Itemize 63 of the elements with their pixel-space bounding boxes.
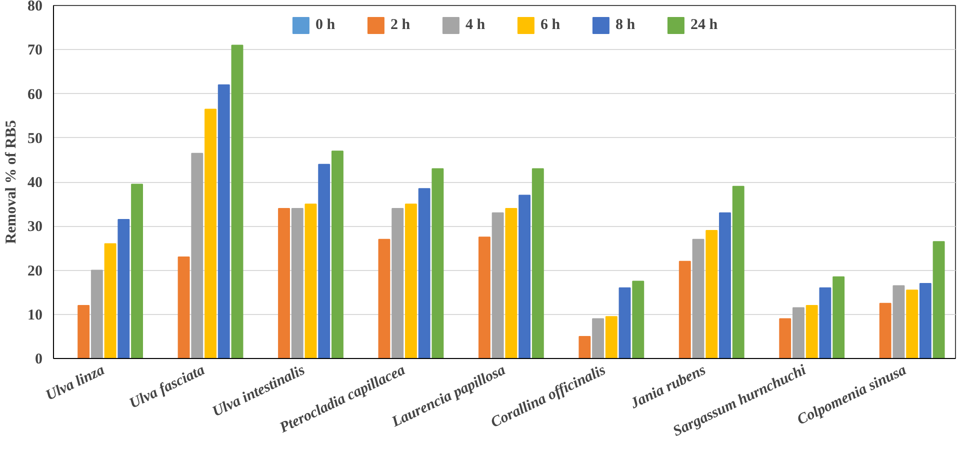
bar <box>832 276 845 358</box>
bar <box>819 287 832 358</box>
bar <box>392 208 404 358</box>
bar <box>304 204 317 358</box>
bar <box>418 188 430 358</box>
bar <box>492 212 504 358</box>
bar <box>218 84 230 358</box>
bar <box>178 256 190 358</box>
bar <box>806 305 818 358</box>
bar <box>331 150 344 358</box>
bar <box>231 44 244 358</box>
y-tick-label: 0 <box>35 352 42 368</box>
bar <box>478 236 490 358</box>
legend-label: 8 h <box>615 16 636 34</box>
bar <box>78 305 90 358</box>
bar <box>919 282 932 358</box>
bar <box>505 208 518 358</box>
bar <box>90 270 103 358</box>
bar <box>578 336 591 358</box>
bar <box>404 204 417 358</box>
bar <box>906 290 918 358</box>
legend-label: 0 h <box>315 16 336 34</box>
y-tick-label: 30 <box>28 219 42 236</box>
bar <box>692 238 704 358</box>
legend-label: 2 h <box>390 16 410 34</box>
bar <box>278 208 290 358</box>
bar <box>792 307 804 358</box>
y-tick-label: 80 <box>28 0 42 14</box>
bar <box>118 219 130 358</box>
bar <box>706 230 718 358</box>
bar <box>592 318 604 358</box>
y-tick-label: 50 <box>28 130 42 147</box>
legend-label: 4 h <box>465 16 486 34</box>
bar <box>432 168 444 358</box>
y-axis-title: Removal % of RB5 <box>4 120 20 244</box>
bar <box>104 243 116 358</box>
bar <box>204 108 216 358</box>
y-tick-label: 10 <box>28 307 42 324</box>
bar <box>618 287 631 358</box>
bar <box>879 302 892 358</box>
legend-label: 6 h <box>540 16 560 34</box>
bar <box>732 186 744 358</box>
bar <box>291 208 304 358</box>
bar <box>131 184 143 358</box>
bar <box>719 212 731 358</box>
y-tick-label: 60 <box>28 86 42 103</box>
bar <box>779 318 792 358</box>
bar <box>318 164 330 358</box>
bar <box>191 152 204 358</box>
bar <box>605 316 618 358</box>
bar <box>532 168 544 358</box>
bar <box>632 280 644 358</box>
y-tick-label: 40 <box>28 175 42 191</box>
bar <box>378 238 390 358</box>
x-tick-label: Jania rubens <box>627 362 709 412</box>
legend-label: 24 h <box>690 16 718 34</box>
bar <box>518 194 531 358</box>
bar <box>932 241 945 358</box>
bar <box>678 260 691 358</box>
bar <box>892 285 905 358</box>
y-tick-label: 20 <box>28 263 42 280</box>
y-tick-label: 70 <box>28 42 42 59</box>
x-tick-label: Ulva linza <box>43 362 108 404</box>
